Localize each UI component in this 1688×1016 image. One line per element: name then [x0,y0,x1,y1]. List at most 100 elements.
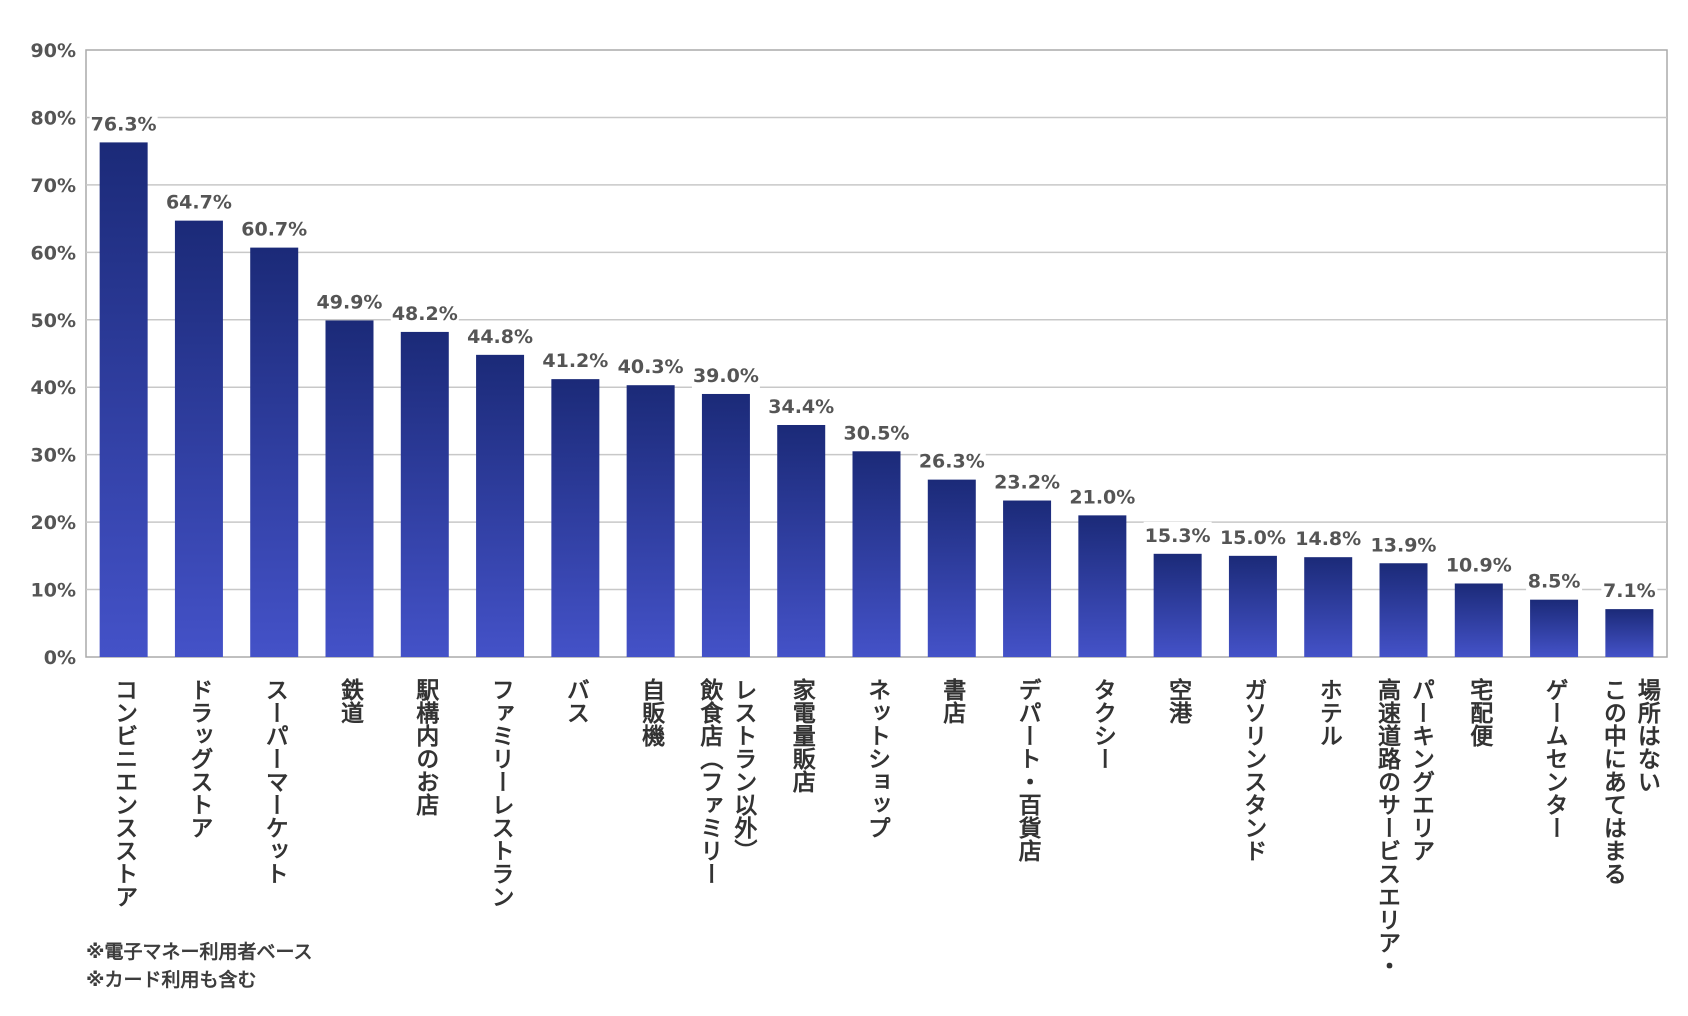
data-label: 76.3% [91,113,157,135]
bar [1304,557,1353,657]
bar [551,379,600,657]
data-label-bg [89,110,158,137]
bar [1605,609,1654,657]
data-label-bg [1526,567,1583,594]
data-label-bg [993,468,1062,495]
y-tick-label: 0% [44,647,76,669]
data-label: 64.7% [166,192,232,214]
data-label: 34.4% [768,396,834,418]
data-label: 49.9% [317,291,383,313]
data-label: 7.1% [1603,580,1656,602]
category-label: この中にあてはまる [1599,678,1626,885]
bar [701,393,750,657]
bar [250,247,299,657]
data-label-bg [240,215,309,242]
category-label: バス [562,678,589,724]
category-label: 飲食店（ファミリー [696,677,725,885]
y-tick-label: 10% [31,580,76,602]
data-label-bg [1369,531,1438,558]
data-label-bg [1218,523,1287,550]
category-label: レストラン以外） [730,678,758,862]
y-tick-label: 80% [31,107,76,129]
category-label: 空港 [1165,677,1193,724]
category-label: 高速道路のサービスエリア・ [1374,677,1402,977]
bar [1153,553,1202,657]
data-label-bg [691,361,760,388]
data-label-bg [1444,551,1513,578]
data-label: 8.5% [1528,571,1581,593]
bar [927,479,976,657]
bar [1530,599,1579,657]
data-label-bg [390,299,459,326]
data-label-bg [541,347,610,374]
data-label: 15.0% [1220,527,1286,549]
data-label-bg [1601,577,1658,604]
data-label: 30.5% [844,422,910,444]
data-label: 44.8% [467,326,533,348]
data-label: 14.8% [1295,528,1361,550]
category-label: 自販機 [638,677,666,748]
footnote-base: ※電子マネー利用者ベース [86,941,313,963]
category-label: ガソリンスタンド [1240,678,1267,862]
category-label: タクシー [1089,678,1116,770]
data-label: 23.2% [994,472,1060,494]
data-label: 48.2% [392,303,458,325]
bar [99,142,148,657]
category-label: ドラッグストア [186,678,213,839]
bar [777,424,826,657]
data-label-bg [616,353,685,380]
y-tick-label: 20% [31,512,76,534]
bar [1078,515,1127,657]
category-label: コンビニエンスストア [111,678,137,908]
data-label-bg [1294,525,1363,552]
category-label: 家電量販店 [788,677,816,794]
y-tick-label: 30% [31,445,76,467]
data-label: 15.3% [1145,525,1211,547]
data-label: 26.3% [919,451,985,473]
data-label-bg [315,288,384,315]
data-label: 13.9% [1371,534,1437,556]
category-label: ネットショップ [864,678,891,839]
bar [852,451,901,657]
category-label: ホテル [1315,678,1342,747]
data-label-bg [917,447,986,474]
bar [1454,583,1503,657]
y-tick-label: 50% [31,310,76,332]
data-label: 39.0% [693,365,759,387]
data-label: 41.2% [542,350,608,372]
data-label-bg [1068,483,1137,510]
data-label-bg [767,392,836,419]
bar [476,354,525,657]
data-label-bg [466,322,535,349]
category-label: ゲームセンター [1541,678,1569,839]
bar [1228,555,1277,657]
bar [1003,500,1052,657]
category-labels: コンビニエンスストア ドラッグストア スーパーマーケット 鉄道 駅構内のお店 ファミリーレ… [111,677,1661,977]
category-label: 駅構内のお店 [412,678,440,817]
category-label: スーパーマーケット [261,678,288,885]
y-axis-ticks: 0% 10% 20% 30% 40% 50% 60% 70% 80% 90% [31,40,76,669]
bar [1379,563,1428,657]
bar [174,220,223,657]
data-label: 10.9% [1446,554,1512,576]
y-tick-label: 90% [31,40,76,62]
bar [626,385,675,657]
category-label: 宅配便 [1466,677,1494,748]
category-label: ファミリーレストラン [487,678,513,908]
footnote-card: ※カード利用も含む [86,969,257,991]
category-label: デパート・百貨店 [1014,677,1042,863]
category-label: 鉄道 [337,677,365,724]
bars [99,142,1654,657]
data-label: 21.0% [1069,486,1135,508]
y-tick-label: 40% [31,377,76,399]
y-tick-label: 70% [31,175,76,197]
y-tick-label: 60% [31,242,76,264]
data-label-bg [1143,521,1212,548]
data-label: 60.7% [241,219,307,241]
category-label: 場所はない [1633,678,1661,793]
data-label-bg [842,419,911,446]
bar [325,320,374,657]
bar [400,331,449,657]
category-label: パーキングエリア [1408,678,1435,862]
